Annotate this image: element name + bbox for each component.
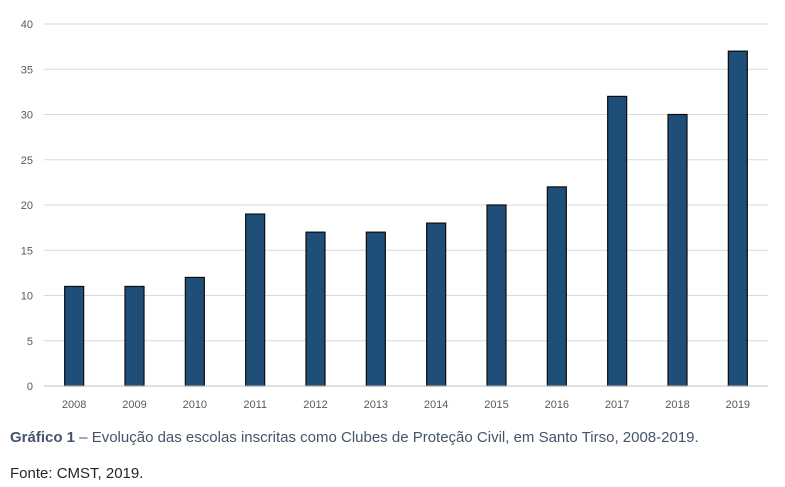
source-note: Fonte: CMST, 2019. bbox=[10, 465, 144, 482]
bar bbox=[365, 231, 386, 387]
x-tick-label: 2014 bbox=[424, 399, 448, 411]
x-tick-label: 2011 bbox=[243, 399, 267, 411]
x-tick-label: 2010 bbox=[183, 399, 207, 411]
y-tick-label: 0 bbox=[27, 381, 33, 393]
bar bbox=[426, 222, 447, 387]
y-tick-label: 20 bbox=[21, 200, 33, 212]
y-tick-label: 35 bbox=[21, 64, 33, 76]
figure-caption: Gráfico 1 – Evolução das escolas inscrit… bbox=[10, 429, 699, 446]
caption-text: – Evolução das escolas inscritas como Cl… bbox=[75, 429, 699, 446]
caption-label: Gráfico 1 bbox=[10, 429, 76, 446]
x-tick-label: 2009 bbox=[122, 399, 146, 411]
x-tick-label: 2019 bbox=[726, 399, 750, 411]
bar bbox=[184, 276, 205, 387]
bar bbox=[305, 231, 326, 387]
y-tick-label: 5 bbox=[27, 336, 33, 348]
bar bbox=[64, 285, 85, 387]
x-tick-label: 2012 bbox=[303, 399, 327, 411]
bar bbox=[607, 95, 628, 387]
x-tick-label: 2008 bbox=[62, 399, 86, 411]
bar bbox=[667, 113, 688, 387]
x-tick-label: 2013 bbox=[364, 399, 388, 411]
x-tick-label: 2015 bbox=[484, 399, 508, 411]
bar bbox=[245, 213, 266, 387]
x-tick-label: 2016 bbox=[545, 399, 569, 411]
bar bbox=[124, 285, 145, 387]
bar bbox=[727, 50, 748, 387]
y-tick-label: 30 bbox=[21, 110, 33, 122]
bar bbox=[546, 186, 567, 387]
y-tick-label: 15 bbox=[21, 245, 33, 257]
y-tick-label: 25 bbox=[21, 155, 33, 167]
x-tick-label: 2018 bbox=[665, 399, 689, 411]
x-tick-label: 2017 bbox=[605, 399, 629, 411]
y-tick-label: 10 bbox=[21, 291, 33, 303]
bar-chart: 0 5 10 15 20 25 30 35 40 2008 2009 2010 2011 2012 2013… bbox=[21, 19, 768, 411]
bar bbox=[486, 204, 507, 387]
y-tick-label: 40 bbox=[21, 19, 33, 31]
